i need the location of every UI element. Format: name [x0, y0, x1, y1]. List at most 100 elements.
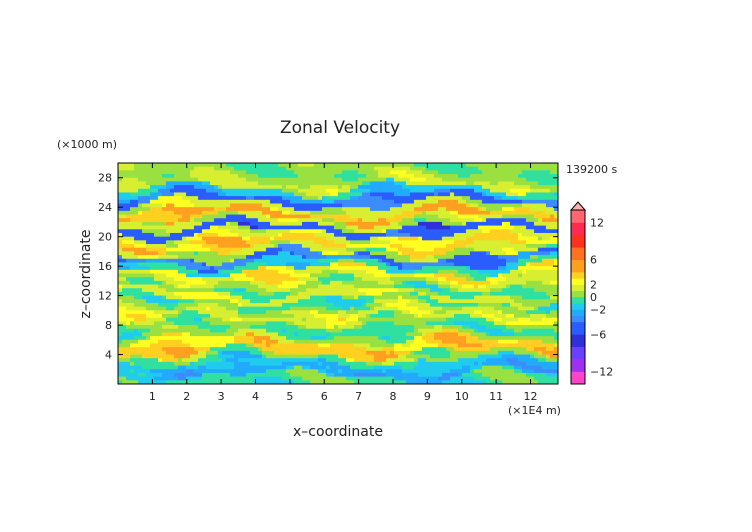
- heatmap-cell: [422, 299, 427, 304]
- heatmap-cell: [266, 262, 271, 267]
- heatmap-cell: [434, 255, 439, 260]
- heatmap-cell: [518, 251, 523, 256]
- heatmap-cell: [298, 291, 303, 297]
- heatmap-cell: [126, 174, 131, 179]
- heatmap-cell: [502, 310, 507, 315]
- heatmap-cell: [410, 221, 415, 227]
- heatmap-cell: [334, 317, 339, 322]
- heatmap-cell: [526, 181, 531, 186]
- heatmap-cell: [530, 258, 535, 264]
- heatmap-cell: [130, 181, 135, 186]
- heatmap-cell: [434, 244, 439, 249]
- heatmap-cell: [262, 203, 267, 208]
- heatmap-cell: [134, 266, 139, 271]
- heatmap-cell: [178, 258, 183, 264]
- heatmap-cell: [154, 258, 159, 264]
- heatmap-cell: [414, 192, 419, 197]
- heatmap-cell: [454, 317, 459, 322]
- heatmap-cell: [122, 192, 127, 197]
- heatmap-cell: [170, 196, 175, 201]
- heatmap-cell: [122, 199, 127, 205]
- heatmap-cell: [158, 207, 163, 212]
- heatmap-cell: [210, 255, 215, 260]
- heatmap-cell: [134, 199, 139, 205]
- heatmap-cell: [362, 177, 367, 183]
- heatmap-cell: [554, 299, 558, 304]
- heatmap-cell: [462, 192, 467, 197]
- heatmap-cell: [482, 314, 487, 319]
- heatmap-cell: [506, 273, 511, 278]
- heatmap-cell: [118, 306, 123, 311]
- heatmap-cell: [234, 207, 239, 212]
- heatmap-cell: [450, 229, 455, 234]
- heatmap-cell: [530, 314, 535, 319]
- heatmap-cell: [242, 269, 247, 275]
- heatmap-cell: [282, 196, 287, 201]
- heatmap-cell: [222, 302, 227, 308]
- heatmap-cell: [254, 310, 259, 315]
- heatmap-cell: [318, 269, 323, 275]
- heatmap-cell: [118, 302, 123, 308]
- heatmap-cell: [170, 310, 175, 315]
- heatmap-cell: [142, 273, 147, 278]
- heatmap-cell: [238, 177, 243, 183]
- heatmap-cell: [538, 192, 543, 197]
- heatmap-cell: [438, 177, 443, 183]
- heatmap-cell: [474, 177, 479, 183]
- heatmap-cell: [294, 321, 299, 326]
- heatmap-cell: [306, 166, 311, 171]
- heatmap-cell: [514, 218, 519, 223]
- heatmap-cell: [118, 258, 123, 264]
- heatmap-cell: [298, 188, 303, 194]
- heatmap-cell: [542, 196, 547, 201]
- heatmap-cell: [370, 255, 375, 260]
- heatmap-cell: [366, 266, 371, 271]
- heatmap-cell: [538, 236, 543, 241]
- heatmap-cell: [270, 295, 275, 300]
- heatmap-cell: [550, 170, 555, 175]
- heatmap-cell: [366, 203, 371, 208]
- heatmap-cell: [286, 295, 291, 300]
- heatmap-cell: [234, 166, 239, 171]
- heatmap-cell: [482, 174, 487, 179]
- heatmap-cell: [502, 181, 507, 186]
- heatmap-cell: [258, 269, 263, 275]
- heatmap-cell: [458, 240, 463, 245]
- heatmap-cell: [326, 262, 331, 267]
- heatmap-cell: [406, 225, 411, 230]
- heatmap-cell: [346, 291, 351, 297]
- heatmap-cell: [354, 295, 359, 300]
- heatmap-cell: [194, 199, 199, 205]
- heatmap-cell: [306, 174, 311, 179]
- heatmap-cell: [226, 244, 231, 249]
- heatmap-cell: [438, 325, 443, 330]
- heatmap-cell: [178, 225, 183, 230]
- heatmap-cell: [278, 214, 283, 219]
- heatmap-cell: [434, 225, 439, 230]
- heatmap-cell: [454, 288, 459, 293]
- heatmap-cell: [474, 306, 479, 311]
- heatmap-cell: [162, 240, 167, 245]
- heatmap-cell: [542, 255, 547, 260]
- heatmap-cell: [290, 218, 295, 223]
- heatmap-cell: [274, 236, 279, 241]
- heatmap-cell: [406, 188, 411, 194]
- heatmap-cell: [298, 302, 303, 308]
- heatmap-cell: [482, 284, 487, 289]
- heatmap-cell: [202, 288, 207, 293]
- heatmap-cell: [362, 166, 367, 171]
- heatmap-cell: [538, 188, 543, 194]
- heatmap-cell: [314, 181, 319, 186]
- heatmap-cell: [486, 174, 491, 179]
- heatmap-cell: [310, 302, 315, 308]
- heatmap-cell: [470, 203, 475, 208]
- heatmap-cell: [206, 218, 211, 223]
- heatmap-cell: [290, 199, 295, 205]
- heatmap-cell: [314, 207, 319, 212]
- heatmap-cell: [418, 247, 423, 252]
- heatmap-cell: [254, 247, 259, 252]
- heatmap-cell: [362, 244, 367, 249]
- heatmap-cell: [298, 310, 303, 315]
- heatmap-cell: [434, 174, 439, 179]
- heatmap-cell: [554, 247, 558, 252]
